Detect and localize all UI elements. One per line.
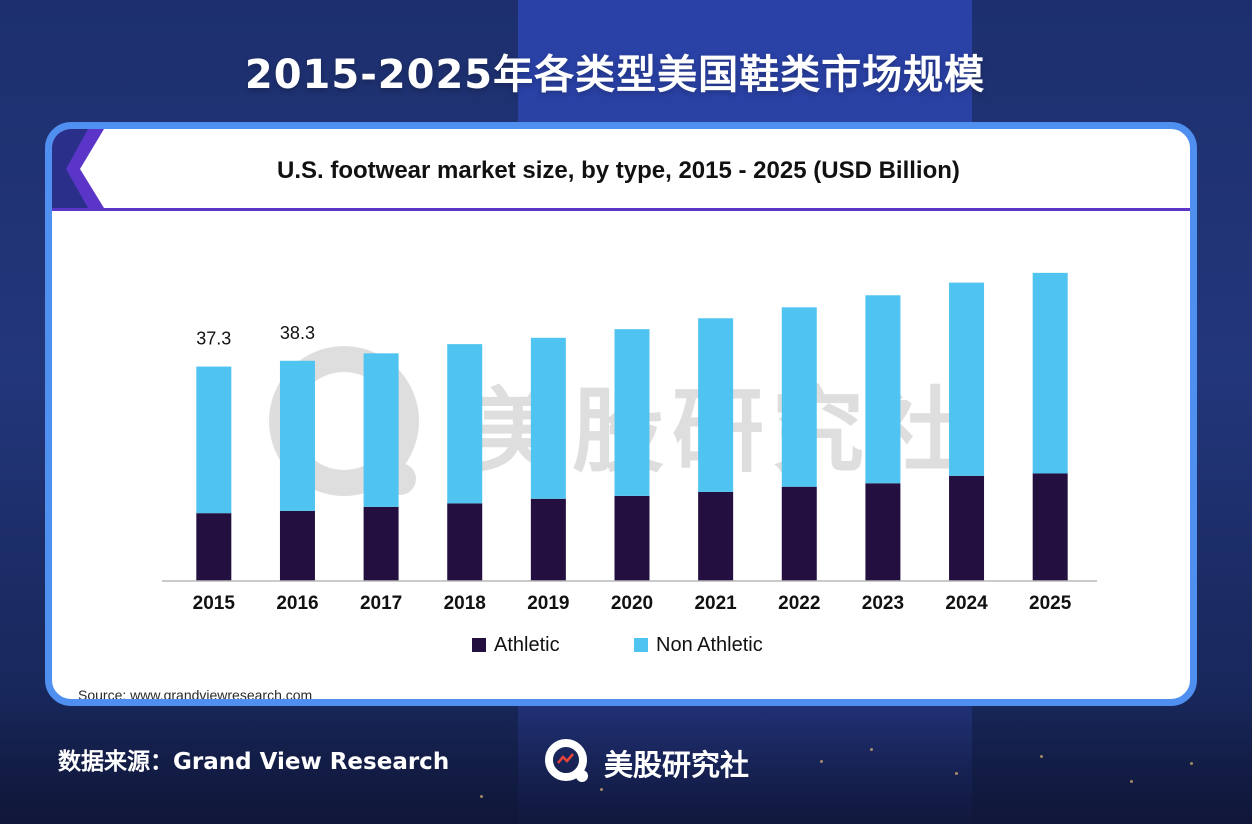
city-light — [1190, 762, 1193, 765]
x-tick-label: 2024 — [945, 593, 988, 614]
chart-header: U.S. footwear market size, by type, 2015… — [52, 129, 1190, 211]
x-tick-label: 2015 — [193, 593, 236, 614]
x-tick-label: 2019 — [527, 593, 569, 614]
bar-non-athletic-2019 — [530, 337, 566, 499]
bar-athletic-2023 — [865, 483, 901, 581]
legend-swatch-athletic — [472, 638, 486, 652]
data-label-2016: 38.3 — [280, 323, 315, 343]
city-light — [820, 760, 823, 763]
bar-non-athletic-2020 — [614, 329, 650, 496]
city-light — [1040, 755, 1043, 758]
bar-athletic-2015 — [196, 513, 232, 581]
x-tick-labels: 2015 2016 2017 2018 2019 2020 2021 2022 2023 2024… — [193, 593, 1072, 614]
city-light — [1130, 780, 1133, 783]
x-tick-label: 2018 — [444, 593, 486, 614]
bar-athletic-2025 — [1032, 473, 1068, 581]
bar-non-athletic-2018 — [447, 344, 483, 504]
data-labels: 37.3 38.3 — [196, 323, 315, 349]
bar-group — [196, 272, 1068, 581]
x-tick-label: 2021 — [694, 593, 737, 614]
city-light — [600, 788, 603, 791]
footer-source: 数据来源：Grand View Research — [58, 749, 450, 775]
page-title: 2015-2025年各类型美国鞋类市场规模 — [244, 52, 986, 98]
x-tick-label: 2022 — [778, 593, 820, 614]
background-city-shade — [0, 700, 1252, 824]
x-tick-label: 2023 — [862, 593, 904, 614]
bar-chart: 2015 2016 2017 2018 2019 2020 2021 2022 2023 2024… — [162, 272, 1097, 656]
bar-athletic-2019 — [530, 498, 566, 581]
city-light — [480, 795, 483, 798]
x-tick-label: 2025 — [1029, 593, 1072, 614]
brand-name: 美股研究社 — [604, 748, 750, 782]
legend-swatch-non-athletic — [634, 638, 648, 652]
x-tick-label: 2020 — [611, 593, 653, 614]
bar-athletic-2018 — [447, 503, 483, 581]
bar-athletic-2022 — [781, 486, 817, 581]
city-light — [955, 772, 958, 775]
bar-non-athletic-2024 — [949, 282, 985, 476]
bar-non-athletic-2025 — [1032, 272, 1068, 474]
header-corner-decoration — [52, 129, 104, 208]
x-tick-label: 2016 — [276, 593, 318, 614]
legend: Athletic Non Athletic — [472, 634, 763, 656]
data-label-2015: 37.3 — [196, 329, 231, 349]
bar-athletic-2016 — [279, 510, 315, 581]
x-tick-label: 2017 — [360, 593, 402, 614]
source-note: Source: www.grandviewresearch.com — [78, 687, 313, 703]
brand-logo-icon — [545, 739, 588, 782]
bar-non-athletic-2021 — [698, 318, 734, 492]
bar-non-athletic-2022 — [781, 307, 817, 487]
chart-card: U.S. footwear market size, by type, 2015… — [45, 122, 1197, 706]
bar-athletic-2024 — [949, 475, 985, 581]
legend-label-athletic: Athletic — [494, 634, 560, 656]
bar-non-athletic-2017 — [363, 353, 399, 507]
bar-non-athletic-2023 — [865, 295, 901, 484]
bar-athletic-2017 — [363, 506, 399, 581]
bar-non-athletic-2016 — [279, 360, 315, 511]
city-light — [870, 748, 873, 751]
bar-non-athletic-2015 — [196, 366, 232, 514]
legend-label-non-athletic: Non Athletic — [656, 634, 763, 656]
bar-athletic-2021 — [698, 491, 734, 581]
chart-title: U.S. footwear market size, by type, 2015… — [277, 157, 960, 184]
bar-athletic-2020 — [614, 495, 650, 581]
